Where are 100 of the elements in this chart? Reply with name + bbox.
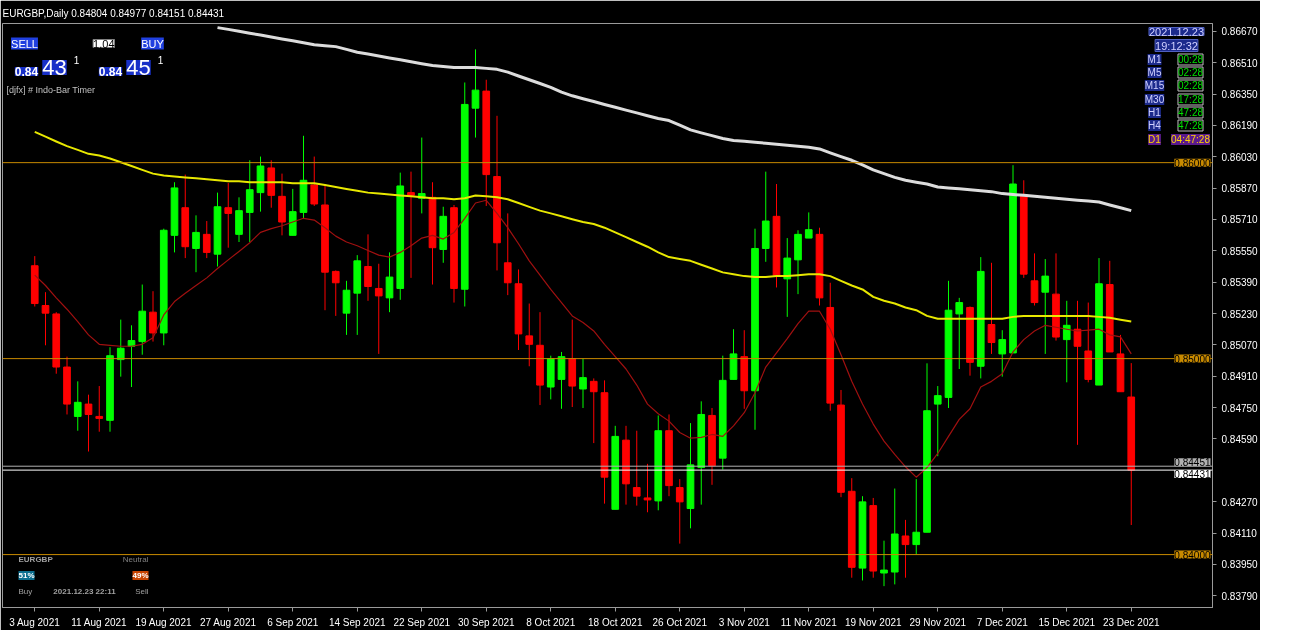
y-tick-label: 0.84590 bbox=[1221, 433, 1259, 445]
candlestick bbox=[1041, 258, 1050, 355]
y-tick-label: 0.86030 bbox=[1221, 151, 1259, 163]
candlestick bbox=[880, 540, 888, 587]
annotation: [djfx] # Indo-Bar Timer bbox=[6, 84, 96, 95]
candlestick bbox=[643, 463, 652, 513]
y-tick-label: 0.85710 bbox=[1221, 214, 1259, 226]
ref-line-label: 0.84431 bbox=[1174, 469, 1211, 481]
text: 17:28 bbox=[1177, 94, 1204, 105]
candlestick bbox=[589, 377, 598, 444]
x-tick-label: 30 Sep 2021 bbox=[457, 616, 516, 628]
candlestick bbox=[998, 329, 1007, 378]
annotation: EURGBP bbox=[18, 555, 54, 564]
text: H1 bbox=[1148, 107, 1162, 118]
candlestick bbox=[385, 251, 394, 313]
candlestick bbox=[95, 385, 104, 433]
candlestick bbox=[288, 188, 297, 236]
chart-title: EURGBP,Daily 0.84804 0.84977 0.84151 0.84431 bbox=[2, 7, 225, 19]
line-series bbox=[216, 26, 1133, 213]
candlestick bbox=[525, 303, 534, 367]
annotation: Neutral bbox=[122, 555, 149, 564]
text: 47:28 bbox=[1177, 107, 1204, 118]
x-tick-label: 11 Nov 2021 bbox=[780, 616, 838, 628]
x-tick-label: 8 Oct 2021 bbox=[526, 616, 576, 628]
y-tick-label: 0.85070 bbox=[1221, 339, 1259, 351]
candlestick bbox=[987, 262, 996, 355]
text: M30 bbox=[1144, 94, 1165, 105]
annotation: SELL bbox=[11, 37, 38, 50]
annotation: 0.84 bbox=[98, 65, 123, 79]
candlestick bbox=[579, 358, 587, 409]
candlestick bbox=[1030, 252, 1039, 307]
candlestick bbox=[192, 214, 200, 273]
candlestick bbox=[116, 319, 125, 378]
candlestick bbox=[364, 233, 372, 302]
x-tick-label: 3 Aug 2021 bbox=[9, 616, 61, 628]
y-tick-label: 0.86190 bbox=[1221, 120, 1259, 132]
candlestick bbox=[901, 519, 910, 579]
x-tick-label: 11 Aug 2021 bbox=[71, 616, 128, 628]
candlestick bbox=[149, 290, 157, 343]
candlestick bbox=[245, 159, 254, 243]
y-tick-label: 0.84910 bbox=[1221, 371, 1259, 383]
annotation: 45 bbox=[126, 55, 151, 80]
ref-line-label: 0.86000 bbox=[1174, 157, 1211, 169]
candlestick bbox=[224, 182, 233, 249]
x-tick-label: 23 Dec 2021 bbox=[1102, 616, 1161, 628]
y-tick-label: 0.85230 bbox=[1221, 308, 1259, 320]
annotation: Sell bbox=[135, 587, 149, 596]
annotation: 43 bbox=[42, 55, 67, 80]
x-tick-label: 18 Oct 2021 bbox=[588, 616, 643, 628]
y-tick-label: 0.84110 bbox=[1221, 528, 1258, 540]
x-tick-label: 27 Aug 2021 bbox=[199, 616, 257, 628]
candlestick bbox=[41, 291, 50, 346]
text: H4 bbox=[1148, 120, 1162, 131]
candlestick bbox=[503, 212, 512, 296]
candlestick bbox=[374, 263, 383, 355]
text: M1 bbox=[1147, 54, 1162, 65]
x-tick-label: 15 Dec 2021 bbox=[1038, 616, 1096, 628]
annotation: 51% bbox=[18, 571, 35, 580]
text: M5 bbox=[1147, 67, 1162, 78]
annotation: 2021.12.23 22:11 bbox=[53, 587, 117, 596]
x-tick-label: 19 Aug 2021 bbox=[135, 616, 192, 628]
annotation: 1.04 bbox=[93, 37, 115, 50]
text: M15 bbox=[1144, 80, 1165, 91]
candlestick bbox=[235, 196, 243, 243]
y-tick-label: 0.86350 bbox=[1221, 89, 1259, 101]
candlestick bbox=[955, 297, 964, 370]
y-tick-label: 0.86510 bbox=[1221, 57, 1259, 69]
candlestick bbox=[804, 211, 813, 239]
annotation: BUY bbox=[141, 37, 165, 50]
y-tick-label: 0.83790 bbox=[1221, 590, 1259, 602]
text: 04:47:28 bbox=[1171, 134, 1211, 145]
text: 47:28 bbox=[1177, 120, 1204, 131]
annotation: 0.84 bbox=[14, 65, 39, 79]
text: 00:28 bbox=[1177, 54, 1204, 65]
candlestick bbox=[84, 394, 93, 453]
x-tick-label: 3 Nov 2021 bbox=[718, 616, 771, 628]
x-tick-label: 6 Sep 2021 bbox=[267, 616, 319, 628]
candlestick bbox=[471, 48, 480, 139]
ref-line-label: 0.84451 bbox=[1174, 457, 1211, 469]
y-tick-label: 0.85870 bbox=[1221, 183, 1259, 195]
candlestick bbox=[1062, 300, 1071, 383]
x-tick-label: 29 Nov 2021 bbox=[909, 616, 967, 628]
candlestick bbox=[632, 430, 641, 507]
x-tick-label: 7 Dec 2021 bbox=[976, 616, 1029, 628]
y-tick-label: 0.83950 bbox=[1221, 559, 1259, 571]
line-series bbox=[33, 130, 1133, 323]
ref-line-label: 0.85000 bbox=[1174, 353, 1211, 365]
x-tick-label: 26 Oct 2021 bbox=[652, 616, 708, 628]
y-tick-label: 0.86670 bbox=[1221, 26, 1259, 38]
candlestick bbox=[783, 237, 792, 318]
x-tick-label: 22 Sep 2021 bbox=[393, 616, 451, 628]
candlestick bbox=[331, 269, 340, 317]
x-tick-label: 19 Nov 2021 bbox=[844, 616, 903, 628]
candlestick bbox=[912, 478, 921, 555]
candlestick bbox=[310, 156, 319, 207]
candlestick bbox=[933, 385, 942, 457]
annotation: 49% bbox=[132, 571, 149, 580]
text: D1 bbox=[1148, 134, 1162, 145]
annotation: 1 bbox=[73, 54, 80, 66]
candlestick bbox=[342, 280, 351, 336]
